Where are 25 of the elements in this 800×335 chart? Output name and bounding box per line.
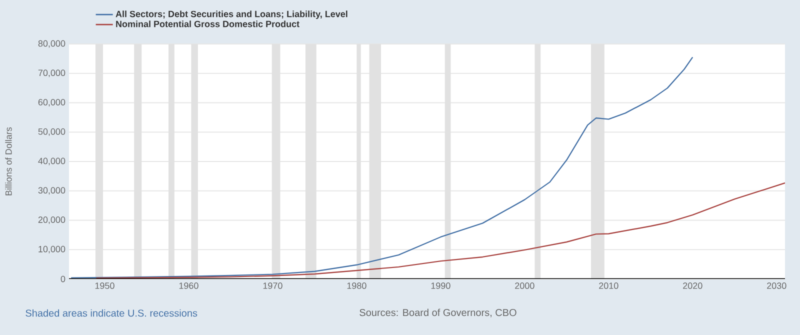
x-tick-label: 2010 bbox=[599, 282, 618, 289]
x-tick-label: 2030 bbox=[767, 282, 786, 289]
line-series bbox=[70, 56, 694, 278]
x-tick-label: 1980 bbox=[347, 282, 366, 289]
y-tick-label: 40,000 bbox=[38, 158, 66, 166]
text: Shaded areas indicate U.S. recessions bbox=[26, 309, 198, 317]
legend-label: Nominal Potential Gross Domestic Product bbox=[116, 20, 300, 28]
y-tick-label: 20,000 bbox=[38, 216, 66, 224]
line-series bbox=[96, 182, 786, 279]
x-tick-label: 2000 bbox=[515, 282, 534, 289]
legend-label: All Sectors; Debt Securities and Loans; Liability, Level bbox=[116, 10, 348, 19]
y-tick-label: 10,000 bbox=[38, 246, 66, 254]
x-tick-label: 1950 bbox=[95, 282, 114, 289]
y-tick-label: 70,000 bbox=[38, 70, 66, 78]
x-tick-label: 1990 bbox=[431, 282, 450, 289]
y-tick-label: 80,000 bbox=[38, 40, 66, 48]
y-tick-label: 30,000 bbox=[38, 187, 66, 195]
x-tick-label: 1970 bbox=[263, 282, 282, 289]
y-tick-label: 0 bbox=[60, 276, 66, 282]
x-tick-label: 2020 bbox=[683, 282, 702, 289]
y-tick-label: 50,000 bbox=[38, 128, 66, 136]
y-tick-label: 60,000 bbox=[38, 99, 66, 106]
x-tick-label: 1960 bbox=[179, 282, 198, 289]
y-axis-title: Billions of Dollars bbox=[5, 127, 12, 196]
source-note: Sources: Board of Governors, CBO bbox=[360, 308, 516, 318]
